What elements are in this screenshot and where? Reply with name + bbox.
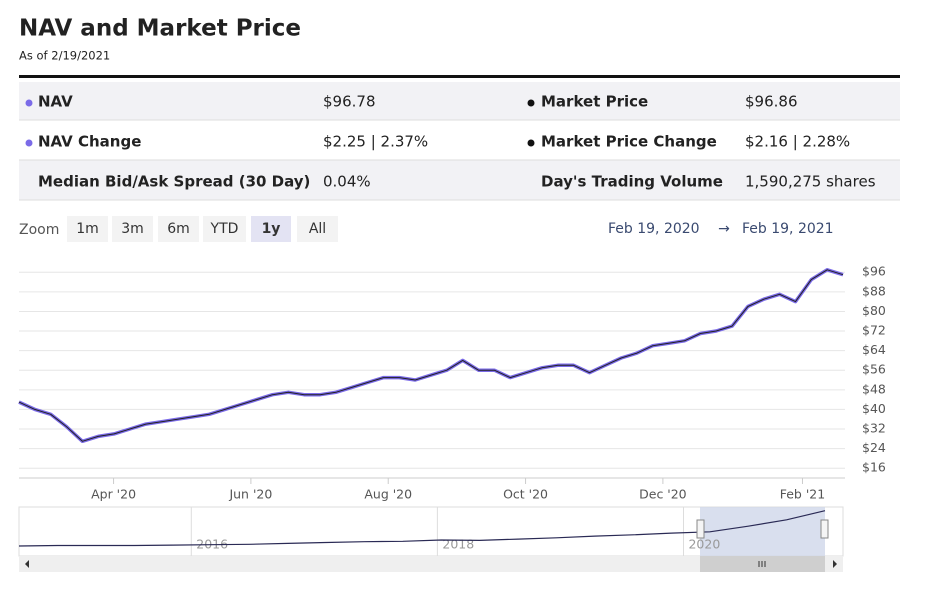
zoom-button-label[interactable]: 3m (121, 221, 144, 237)
title: NAV and Market Price (19, 16, 301, 42)
as-of: As of 2/19/2021 (19, 49, 110, 63)
x-tick-label: Feb '21 (780, 487, 825, 502)
stats: NAV $96.78 Market Price $96.86 NAV Change $2.… (38, 93, 876, 191)
y-tick-label: $96 (862, 264, 886, 279)
zoom-button[interactable] (203, 216, 246, 242)
y-tick-label: $80 (862, 303, 886, 318)
divider (19, 75, 900, 78)
stat-label: Market Price Change (541, 133, 717, 151)
range-arrow: → (718, 221, 730, 237)
y-tick-label: $48 (862, 381, 886, 396)
thumb-grip (758, 561, 766, 567)
zoom-button-label[interactable]: 6m (167, 221, 190, 237)
row-bg (19, 160, 900, 200)
stat-value: 0.04% (323, 173, 371, 191)
y-tick-label: $56 (862, 362, 886, 377)
zoom-button-label[interactable]: 1m (76, 221, 99, 237)
navigator-tick-label: 2020 (688, 537, 720, 552)
range-to: Feb 19, 2021 (742, 221, 834, 237)
zoom-label: Zoom (19, 222, 59, 238)
zoom-buttons: 1m 3m 6m YTD 1y All (67, 216, 338, 242)
zoom-button[interactable] (67, 216, 108, 242)
y-tick-label: $32 (862, 421, 886, 436)
x-tick-label: Oct '20 (503, 487, 548, 502)
range-from: Feb 19, 2020 (608, 221, 700, 237)
stat-value: 1,590,275 shares (745, 173, 876, 191)
zoom-button-label[interactable]: All (309, 221, 326, 237)
scrollbar[interactable] (19, 556, 843, 572)
series-line (18, 268, 844, 444)
scroll-right[interactable] (833, 560, 837, 568)
nav-handle[interactable] (696, 519, 705, 539)
zoom-button[interactable] (112, 216, 153, 242)
stat-value: $96.78 (323, 93, 376, 111)
x-tick-label: Apr '20 (91, 487, 136, 502)
stat-value: $96.86 (745, 93, 798, 111)
stat-value: $2.25 | 2.37% (323, 133, 428, 151)
nav-dot (25, 139, 33, 147)
zoom-button[interactable] (251, 216, 291, 242)
zoom-button-label[interactable]: YTD (210, 221, 239, 237)
chart: $16 $24 $32 $40 $48 $56 $64 $72 $80 $88 $96 Apr '20… (18, 264, 886, 556)
market-dot (527, 99, 535, 107)
market-dot (527, 139, 535, 147)
zoom-button[interactable] (158, 216, 199, 242)
x-tick-label: Aug '20 (364, 487, 412, 502)
navigator-line (18, 510, 826, 547)
zoom-button-label[interactable]: 1y (262, 221, 281, 237)
stat-label: Day's Trading Volume (541, 173, 723, 191)
y-tick-label: $72 (862, 323, 886, 338)
y-tick-label: $40 (862, 401, 886, 416)
stat-value: $2.16 | 2.28% (745, 133, 850, 151)
y-tick-label: $16 (862, 460, 886, 475)
x-tick-label: Dec '20 (639, 487, 687, 502)
stat-label: Market Price (541, 93, 648, 111)
stat-label: NAV Change (38, 133, 141, 151)
x-tick-label: Jun '20 (228, 487, 272, 502)
y-tick-label: $24 (862, 440, 886, 455)
row-bg (19, 82, 900, 120)
y-tick-label: $64 (862, 342, 886, 357)
stat-label: NAV (38, 93, 73, 111)
nav-handle[interactable] (820, 519, 829, 539)
stat-label: Median Bid/Ask Spread (30 Day) (38, 173, 310, 191)
y-tick-label: $88 (862, 283, 886, 298)
zoom-button[interactable] (297, 216, 338, 242)
series-line (18, 269, 844, 442)
nav-dot (25, 99, 33, 107)
navigator-tick-label: 2018 (442, 537, 474, 552)
navigator-tick-label: 2016 (196, 537, 228, 552)
scroll-left[interactable] (25, 560, 29, 568)
